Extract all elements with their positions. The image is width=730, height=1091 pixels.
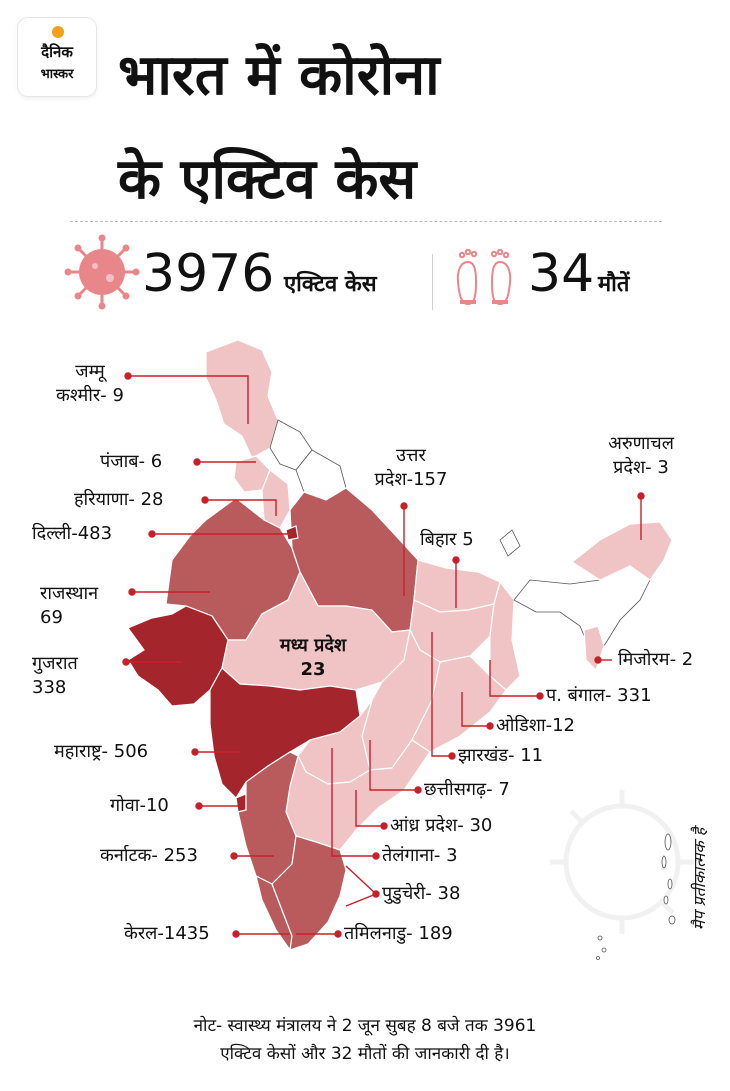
- title-line2: के एक्टिव केस: [118, 147, 417, 212]
- label-puducherry: पुडुचेरी- 38: [382, 883, 461, 904]
- label-arunachal-pradesh: अरुणाचल प्रदेश- 3: [608, 433, 674, 478]
- leader-telangana: [331, 748, 376, 857]
- state-haryana: [261, 469, 291, 529]
- deaths-value: 34: [528, 244, 595, 304]
- label-rajasthan: राजस्थान 69: [40, 583, 99, 628]
- state-sikkim-blank: [499, 529, 521, 557]
- state-odisha: [411, 655, 507, 753]
- label-andhra-pradesh: आंध्र प्रदेश- 30: [390, 815, 493, 836]
- label-west-bengal: प. बंगाल- 331: [546, 685, 652, 706]
- leader-chhattisgarh: [369, 740, 418, 791]
- deaths-label: मौतें: [598, 272, 630, 297]
- label-tamil-nadu: तमिलनाडु- 189: [344, 923, 453, 944]
- state-west-bengal: [489, 580, 521, 691]
- stats-separator: [432, 254, 433, 310]
- logo-line2: भास्कर: [40, 67, 74, 82]
- active-cases-label: एक्टिव केस: [284, 272, 377, 297]
- label-delhi: दिल्ली-483: [32, 523, 113, 544]
- state-arunachal-pradesh: [570, 521, 673, 581]
- leader-haryana: [205, 499, 277, 516]
- state-ne-blank: [513, 565, 651, 651]
- virus-watermark-icon: [550, 790, 694, 934]
- leader-west-bengal: [489, 660, 540, 697]
- feet-icon: [456, 248, 512, 306]
- leader-andhra: [355, 790, 384, 827]
- map-disclaimer: मैप प्रतीकात्मक है: [684, 790, 710, 970]
- sun-icon: [52, 26, 64, 38]
- label-telangana: तेलंगाना- 3: [382, 845, 458, 866]
- label-jharkhand: झारखंड- 11: [458, 745, 544, 766]
- leader-odisha: [461, 692, 490, 727]
- label-goa: गोवा-10: [110, 795, 169, 816]
- label-haryana: हरियाणा- 28: [74, 489, 164, 510]
- label-karnataka: कर्नाटक- 253: [100, 845, 198, 866]
- andaman-islands: [661, 833, 676, 925]
- leader-lines: [122, 372, 645, 938]
- label-punjab: पंजाब- 6: [100, 451, 163, 472]
- label-chhattisgarh: छत्तीसगढ़- 7: [424, 779, 510, 800]
- virus-icon: [64, 234, 140, 310]
- title-line1: भारत में कोरोना: [118, 43, 440, 108]
- logo-line1: दैनिक: [41, 43, 73, 61]
- divider: [70, 221, 662, 222]
- label-uttar-pradesh: उत्तर प्रदेश-157: [374, 445, 448, 490]
- label-madhya-pradesh: मध्य प्रदेश 23: [279, 635, 347, 680]
- state-bihar: [413, 559, 501, 613]
- label-bihar: बिहार 5: [420, 529, 474, 550]
- label-kerala: केरल-1435: [124, 923, 210, 944]
- state-tamil-nadu: [271, 835, 347, 951]
- label-jammu-kashmir: जम्मू कश्मीर- 9: [56, 361, 124, 406]
- state-jammu-kashmir: [205, 339, 279, 459]
- active-cases-value: 3976: [142, 244, 275, 304]
- label-odisha: ओडिशा-12: [496, 715, 576, 736]
- label-maharashtra: महाराष्ट्र- 506: [54, 741, 149, 762]
- leader-jharkhand: [431, 632, 452, 757]
- footer-note: नोट- स्वास्थ्य मंत्रालय ने 2 जून सुबह 8 …: [193, 1016, 537, 1064]
- map-disclaimer-text: मैप प्रतीकात्मक है: [690, 827, 709, 931]
- label-mizoram: मिजोरम- 2: [618, 649, 694, 670]
- dainik-bhaskar-logo: दैनिक भास्कर: [18, 18, 96, 96]
- state-delhi: [285, 525, 299, 541]
- label-gujarat: गुजरात 338: [32, 653, 78, 698]
- lakshadweep-islands: [596, 935, 607, 960]
- leader-jammu-kashmir: [128, 375, 249, 424]
- leader-puducherry: [345, 865, 378, 907]
- india-map: [127, 339, 676, 960]
